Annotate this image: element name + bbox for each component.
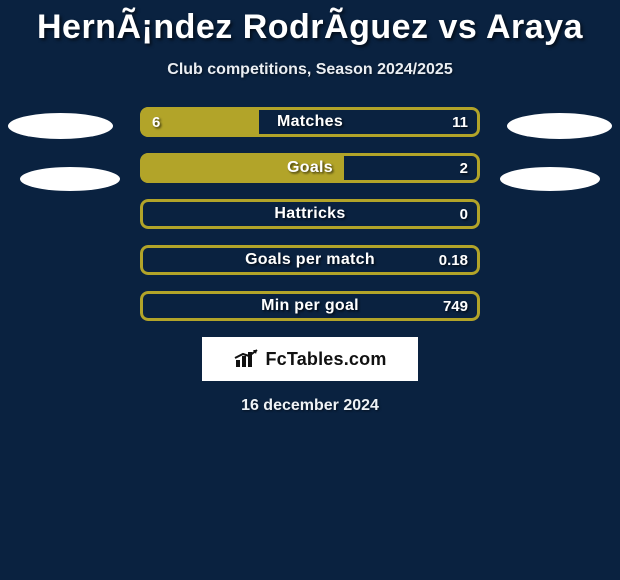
stat-label: Hattricks [140,199,480,229]
stat-label: Goals per match [140,245,480,275]
stat-value-right: 0 [460,199,468,229]
logo-text: FcTables.com [265,349,386,370]
stat-row: Hattricks0 [140,199,480,229]
stat-value-right: 749 [443,291,468,321]
page-title: HernÃ¡ndez RodrÃ­guez vs Araya [0,0,620,47]
stat-value-right: 11 [452,107,468,137]
stat-row: 6Matches11 [140,107,480,137]
date-line: 16 december 2024 [0,397,620,415]
page-subtitle: Club competitions, Season 2024/2025 [0,61,620,79]
fctables-logo: FcTables.com [202,337,418,381]
stat-value-right: 2 [460,153,468,183]
stat-label: Min per goal [140,291,480,321]
comparison-stage: 6Matches11 Goals2 Hattricks0 Goals per matc… [0,107,620,321]
avatar-right-secondary [500,167,600,191]
avatar-left-secondary [20,167,120,191]
avatar-left-primary [8,113,113,139]
stat-row: Goals2 [140,153,480,183]
stat-label: Goals [140,153,480,183]
stat-label: Matches [140,107,480,137]
stat-bars: 6Matches11 Goals2 Hattricks0 Goals per matc… [140,107,480,321]
bar-chart-icon [233,348,259,370]
stat-row: Min per goal749 [140,291,480,321]
stat-value-right: 0.18 [439,245,468,275]
stat-row: Goals per match0.18 [140,245,480,275]
avatar-right-primary [507,113,612,139]
